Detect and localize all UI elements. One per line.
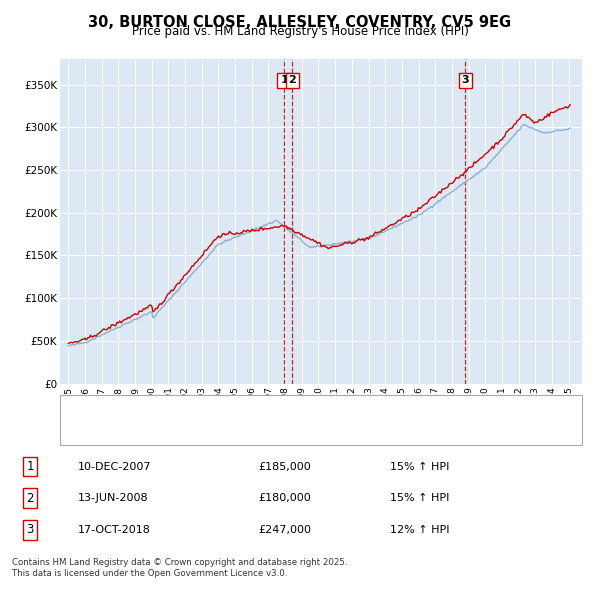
- Text: 13-JUN-2008: 13-JUN-2008: [78, 493, 149, 503]
- Text: 2: 2: [26, 492, 34, 505]
- Text: 30, BURTON CLOSE, ALLESLEY, COVENTRY, CV5 9EG (semi-detached house): 30, BURTON CLOSE, ALLESLEY, COVENTRY, CV…: [107, 404, 478, 414]
- Text: HPI: Average price, semi-detached house, Coventry: HPI: Average price, semi-detached house,…: [107, 428, 359, 438]
- Text: 2: 2: [289, 76, 296, 86]
- Text: 3: 3: [461, 76, 469, 86]
- FancyBboxPatch shape: [60, 395, 582, 445]
- Text: 3: 3: [26, 523, 34, 536]
- Text: 15% ↑ HPI: 15% ↑ HPI: [390, 461, 449, 471]
- Text: 30, BURTON CLOSE, ALLESLEY, COVENTRY, CV5 9EG: 30, BURTON CLOSE, ALLESLEY, COVENTRY, CV…: [88, 15, 512, 30]
- Text: 1: 1: [26, 460, 34, 473]
- Text: 10-DEC-2007: 10-DEC-2007: [78, 461, 151, 471]
- Text: Price paid vs. HM Land Registry's House Price Index (HPI): Price paid vs. HM Land Registry's House …: [131, 25, 469, 38]
- Text: £180,000: £180,000: [258, 493, 311, 503]
- Text: 17-OCT-2018: 17-OCT-2018: [78, 525, 151, 535]
- Text: £185,000: £185,000: [258, 461, 311, 471]
- Text: 12% ↑ HPI: 12% ↑ HPI: [390, 525, 449, 535]
- Text: 15% ↑ HPI: 15% ↑ HPI: [390, 493, 449, 503]
- Text: £247,000: £247,000: [258, 525, 311, 535]
- Text: 1: 1: [280, 76, 288, 86]
- Text: Contains HM Land Registry data © Crown copyright and database right 2025.
This d: Contains HM Land Registry data © Crown c…: [12, 558, 347, 578]
